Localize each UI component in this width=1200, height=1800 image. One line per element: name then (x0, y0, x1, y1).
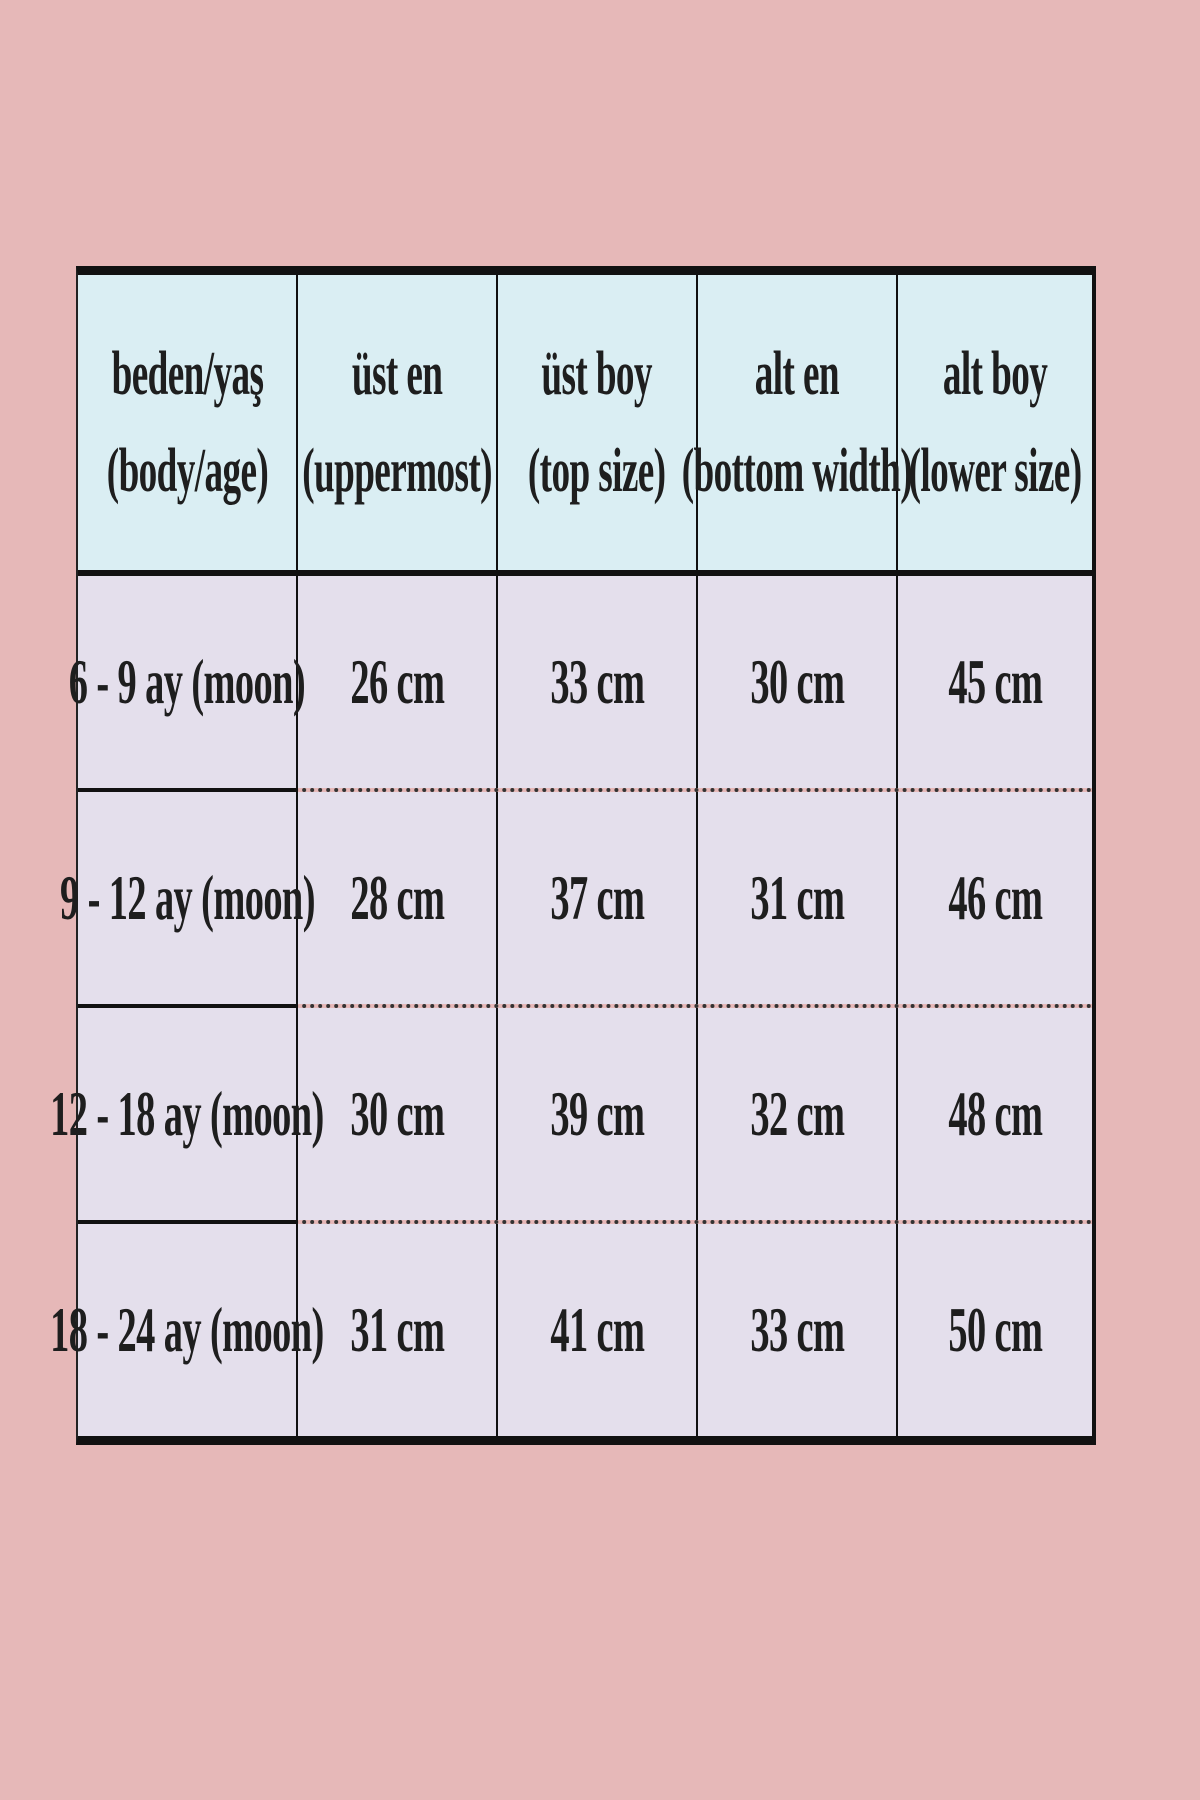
measurement-cell: 48 cm (898, 1008, 1092, 1220)
measurement-cell: 32 cm (698, 1008, 898, 1220)
cell-text: 12 - 18 ay (moon) (50, 1078, 324, 1150)
measurement-cell: 33 cm (498, 576, 698, 788)
cell-text: 28 cm (349, 862, 445, 934)
measurement-cell: 46 cm (898, 792, 1092, 1004)
header-line2: (top size) (528, 436, 666, 505)
header-line1: alt en (754, 340, 840, 409)
cell-text: 46 cm (947, 862, 1043, 934)
header-line2: (body/age) (106, 436, 268, 505)
measurement-cell: 33 cm (698, 1224, 898, 1436)
header-cell: alt en (bottom width) (682, 275, 913, 570)
cell-text: 48 cm (947, 1078, 1043, 1150)
cell-text: 37 cm (549, 862, 645, 934)
measurement-cell: 37 cm (498, 792, 698, 1004)
table-row: 6 - 9 ay (moon) 26 cm 33 cm 30 cm 45 cm (69, 576, 1092, 788)
header-cell: üst boy (top size) (498, 275, 698, 570)
size-label-cell: 9 - 12 ay (moon) (60, 788, 315, 1004)
cell-text: 31 cm (349, 1294, 445, 1366)
cell-text: 30 cm (349, 1078, 445, 1150)
header-line2: (lower size) (908, 436, 1082, 505)
header-line2: (uppermost) (302, 436, 492, 505)
header-cell: alt boy (lower size) (898, 275, 1092, 570)
size-label-cell: 6 - 9 ay (moon) (69, 576, 306, 788)
size-chart-table: beden/yaş (body/age) üst en (uppermost) üs… (50, 266, 1096, 1445)
cell-text: 9 - 12 ay (moon) (59, 862, 316, 934)
cell-text: 39 cm (549, 1078, 645, 1150)
cell-text: 18 - 24 ay (moon) (50, 1294, 324, 1366)
cell-text: 6 - 9 ay (moon) (68, 646, 306, 718)
cell-text: 30 cm (749, 646, 845, 718)
cell-text: 50 cm (947, 1294, 1043, 1366)
measurement-cell: 31 cm (698, 792, 898, 1004)
header-line1: üst boy (541, 340, 653, 409)
header-line1: alt boy (942, 340, 1048, 409)
header-row: beden/yaş (body/age) üst en (uppermost) üs… (78, 275, 1092, 576)
measurement-cell: 45 cm (898, 576, 1092, 788)
cell-text: 33 cm (749, 1294, 845, 1366)
cell-text: 41 cm (549, 1294, 645, 1366)
measurement-cell: 30 cm (298, 1008, 498, 1220)
measurement-cell: 26 cm (298, 576, 498, 788)
measurement-cell: 39 cm (498, 1008, 698, 1220)
cell-text: 31 cm (749, 862, 845, 934)
header-cell: beden/yaş (body/age) (78, 275, 298, 570)
measurement-cell: 28 cm (298, 792, 498, 1004)
cell-text: 45 cm (947, 646, 1043, 718)
table-row: 9 - 12 ay (moon) 28 cm 37 cm 31 cm 46 cm (60, 788, 1092, 1004)
header-line1: beden/yaş (111, 340, 263, 409)
size-label-cell: 18 - 24 ay (moon) (50, 1220, 324, 1436)
size-label-cell: 12 - 18 ay (moon) (50, 1004, 324, 1220)
cell-text: 26 cm (349, 646, 445, 718)
measurement-cell: 41 cm (498, 1224, 698, 1436)
measurement-cell: 30 cm (698, 576, 898, 788)
table-row: 12 - 18 ay (moon) 30 cm 39 cm 32 cm 48 cm (50, 1004, 1092, 1220)
measurement-cell: 31 cm (298, 1224, 498, 1436)
cell-text: 32 cm (749, 1078, 845, 1150)
table-row: 18 - 24 ay (moon) 31 cm 41 cm 33 cm 50 cm (50, 1220, 1092, 1436)
measurement-cell: 50 cm (898, 1224, 1092, 1436)
header-cell: üst en (uppermost) (298, 275, 498, 570)
cell-text: 33 cm (549, 646, 645, 718)
header-line2: (bottom width) (681, 436, 913, 505)
header-line1: üst en (351, 340, 443, 409)
